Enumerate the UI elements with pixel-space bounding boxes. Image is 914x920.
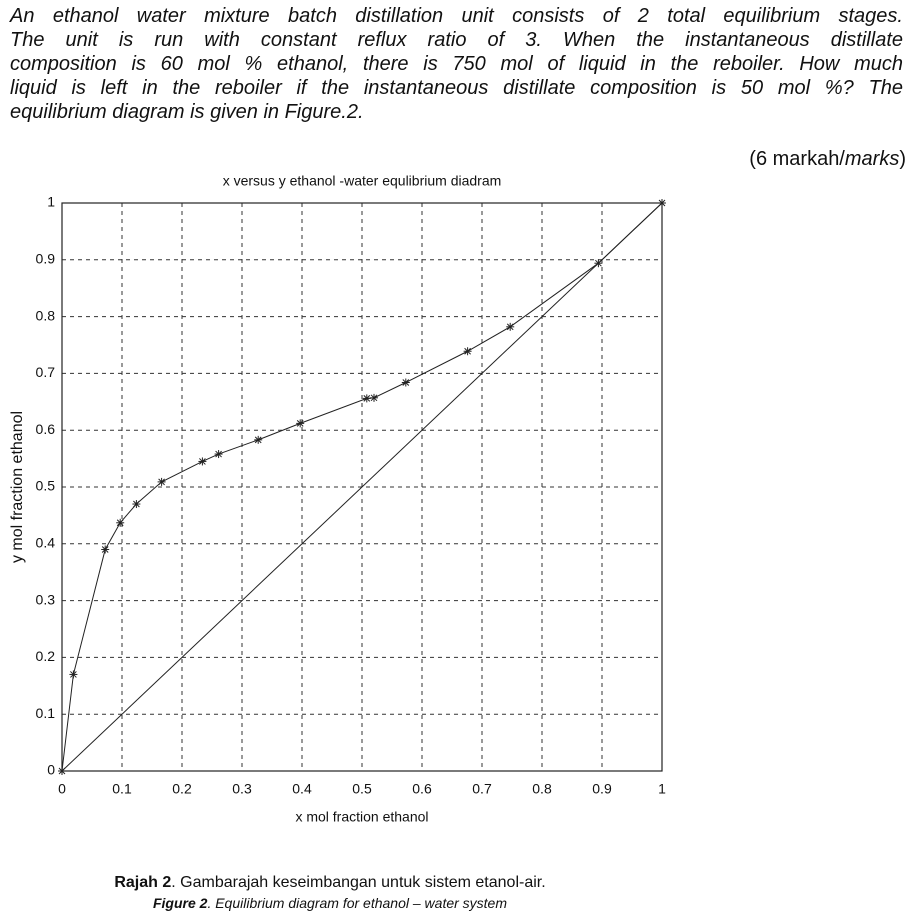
marker-stroke xyxy=(296,420,304,427)
x-tick-label: 0.5 xyxy=(352,781,372,797)
question-line: composition is 60 mol % ethanol, there i… xyxy=(10,53,903,75)
caption-text: . Gambarajah keseimbangan untuk sistem e… xyxy=(171,874,546,891)
data-point xyxy=(101,545,110,554)
marker-stroke xyxy=(370,394,378,402)
data-point xyxy=(157,477,166,486)
data-point xyxy=(506,322,515,331)
x-tick-label: 0.4 xyxy=(292,781,312,797)
marker-stroke xyxy=(133,500,140,508)
question-line: The unit is run with constant reflux rat… xyxy=(10,29,903,51)
marker-stroke xyxy=(506,323,514,331)
y-tick-label: 0.2 xyxy=(36,648,56,664)
marker-stroke xyxy=(402,379,410,386)
y-tick-label: 0.8 xyxy=(36,307,56,323)
data-point xyxy=(254,435,263,444)
x-tick-label: 1 xyxy=(658,781,666,797)
x-tick-label: 0.6 xyxy=(412,781,432,797)
marker-stroke xyxy=(101,546,109,553)
marker-stroke xyxy=(116,519,124,527)
y-tick-label: 0.3 xyxy=(36,591,56,607)
chart-title: x versus y ethanol -water equlibrium dia… xyxy=(223,173,502,189)
y-tick-label: 0.4 xyxy=(36,535,56,551)
y-tick-label: 0 xyxy=(47,762,55,778)
marker-stroke xyxy=(254,436,262,444)
marker-stroke xyxy=(215,450,222,458)
data-point xyxy=(296,419,305,428)
data-point xyxy=(69,670,78,679)
y-tick-label: 0.6 xyxy=(36,421,56,437)
caption: Rajah 2. Gambarajah keseimbangan untuk s… xyxy=(0,874,660,892)
x-tick-label: 0.8 xyxy=(532,781,552,797)
plot-frame xyxy=(61,202,663,772)
marks-text: ) xyxy=(899,148,906,170)
marker-stroke xyxy=(158,478,165,486)
y-tick-label: 1 xyxy=(47,194,55,210)
x-tick-label: 0.2 xyxy=(172,781,192,797)
y-axis-label: y mol fraction ethanol xyxy=(9,411,26,563)
caption: Figure 2. Equilibrium diagram for ethano… xyxy=(0,895,660,911)
x-tick-label: 0.1 xyxy=(112,781,132,797)
caption-label: Rajah 2 xyxy=(114,874,172,891)
question-line: liquid is left in the reboiler if the in… xyxy=(10,77,903,99)
caption-text: . Equilibrium diagram for ethanol – wate… xyxy=(207,895,508,911)
marker-stroke xyxy=(199,458,206,465)
data-point xyxy=(198,457,207,466)
data-point xyxy=(370,393,378,402)
y-tick-label: 0.9 xyxy=(36,251,56,267)
data-point xyxy=(116,518,125,527)
data-point xyxy=(214,450,223,459)
marker-stroke xyxy=(70,671,77,678)
data-point xyxy=(132,500,141,509)
caption-label: Figure 2 xyxy=(152,895,208,911)
y-tick-label: 0.1 xyxy=(36,705,56,721)
question-line: equilibrium diagram is given in Figure.2… xyxy=(10,101,364,123)
marks-text: (6 markah/ xyxy=(749,148,845,170)
data-line xyxy=(61,202,663,772)
marks: (6 markah/marks) xyxy=(749,148,906,171)
marker-stroke xyxy=(363,395,371,402)
data-point xyxy=(362,394,371,403)
x-tick-label: 0.7 xyxy=(472,781,492,797)
x-tick-label: 0.9 xyxy=(592,781,612,797)
y-tick-label: 0.5 xyxy=(36,478,56,494)
data-point xyxy=(463,347,472,356)
data-point xyxy=(401,378,410,387)
chart: x versus y ethanol -water equlibrium dia… xyxy=(9,173,666,825)
x-tick-label: 0 xyxy=(58,781,66,797)
x-tick-label: 0.3 xyxy=(232,781,252,797)
x-axis-label: x mol fraction ethanol xyxy=(295,809,428,825)
question-line: An ethanol water mixture batch distillat… xyxy=(10,5,903,27)
y-tick-label: 0.7 xyxy=(36,364,56,380)
marker-stroke xyxy=(464,347,471,355)
marks-text: marks xyxy=(844,148,900,170)
